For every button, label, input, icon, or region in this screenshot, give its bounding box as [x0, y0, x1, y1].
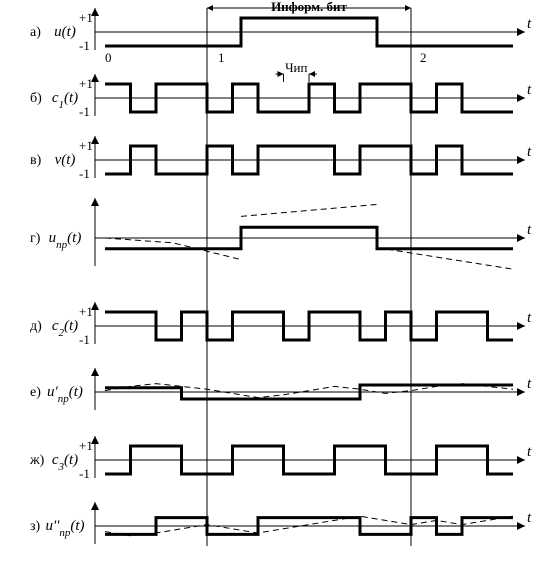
svg-text:t: t [527, 16, 532, 32]
svg-text:г): г) [30, 231, 41, 246]
svg-text:u''пр(t): u''пр(t) [45, 518, 84, 539]
svg-text:uпр(t): uпр(t) [49, 230, 82, 251]
svg-text:c3(t): c3(t) [52, 452, 78, 473]
svg-text:c2(t): c2(t) [52, 318, 78, 339]
svg-text:+1: +1 [79, 76, 93, 91]
svg-text:t: t [527, 82, 532, 98]
svg-text:t: t [527, 310, 532, 326]
svg-text:б): б) [30, 91, 42, 106]
svg-text:а): а) [30, 25, 41, 40]
svg-text:2: 2 [420, 50, 427, 65]
svg-text:0: 0 [105, 50, 112, 65]
diagram-svg: Информ. бит t +1 -1 а) u(t) 0 1 2 t +1 -1 б) c1(t) Чип… [0, 0, 539, 569]
svg-text:д): д) [30, 319, 42, 334]
svg-text:1: 1 [218, 50, 225, 65]
svg-text:Чип: Чип [285, 60, 307, 75]
svg-text:ж): ж) [29, 453, 45, 468]
svg-text:-1: -1 [79, 104, 90, 119]
svg-text:-1: -1 [79, 466, 90, 481]
svg-text:+1: +1 [79, 138, 93, 153]
svg-text:з): з) [30, 519, 41, 534]
svg-text:u'пр(t): u'пр(t) [47, 384, 83, 405]
svg-text:t: t [527, 144, 532, 160]
svg-text:v(t): v(t) [55, 152, 76, 168]
svg-text:в): в) [30, 153, 42, 168]
svg-text:-1: -1 [79, 166, 90, 181]
svg-text:t: t [527, 510, 532, 526]
svg-text:c1(t): c1(t) [52, 90, 78, 111]
svg-text:-1: -1 [79, 38, 90, 53]
svg-text:-1: -1 [79, 332, 90, 347]
svg-text:t: t [527, 444, 532, 460]
svg-text:t: t [527, 376, 532, 392]
svg-text:е): е) [30, 385, 41, 400]
svg-text:t: t [527, 222, 532, 238]
svg-text:+1: +1 [79, 10, 93, 25]
svg-text:+1: +1 [79, 304, 93, 319]
svg-text:+1: +1 [79, 438, 93, 453]
svg-text:Информ. бит: Информ. бит [271, 0, 347, 14]
svg-text:u(t): u(t) [54, 24, 76, 40]
